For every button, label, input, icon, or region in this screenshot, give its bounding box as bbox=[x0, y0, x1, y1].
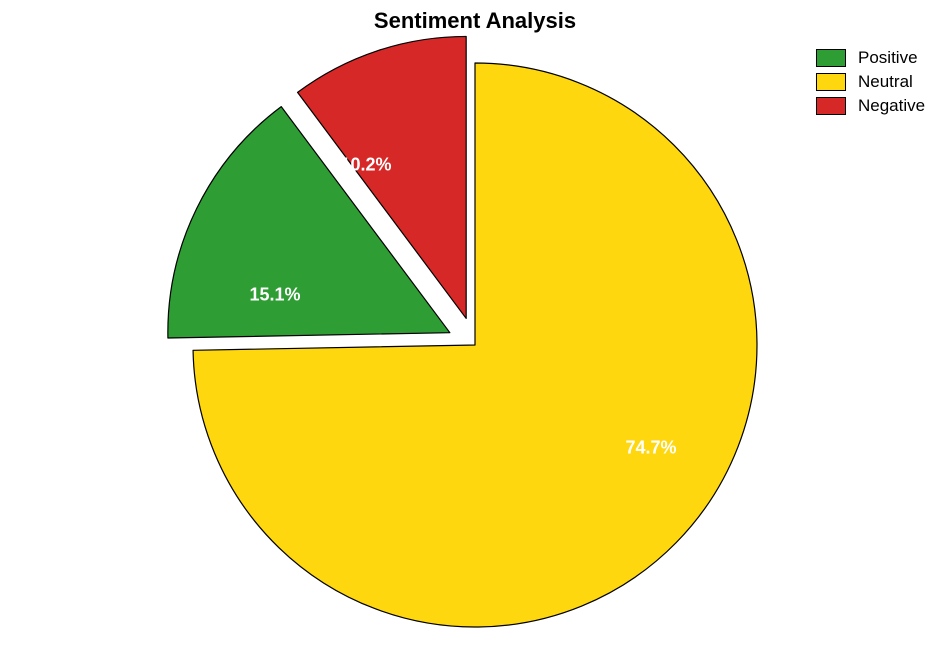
legend-item-neutral: Neutral bbox=[816, 72, 925, 92]
legend-label-positive: Positive bbox=[858, 48, 918, 68]
legend-item-negative: Negative bbox=[816, 96, 925, 116]
legend-swatch-positive bbox=[816, 49, 846, 67]
legend-swatch-neutral bbox=[816, 73, 846, 91]
legend-swatch-negative bbox=[816, 97, 846, 115]
legend-label-negative: Negative bbox=[858, 96, 925, 116]
slice-label-negative: 10.2% bbox=[340, 155, 391, 176]
legend-item-positive: Positive bbox=[816, 48, 925, 68]
legend-label-neutral: Neutral bbox=[858, 72, 913, 92]
legend: Positive Neutral Negative bbox=[816, 48, 925, 120]
slice-label-positive: 15.1% bbox=[249, 285, 300, 306]
slice-label-neutral: 74.7% bbox=[625, 438, 676, 459]
pie-chart bbox=[0, 0, 950, 662]
